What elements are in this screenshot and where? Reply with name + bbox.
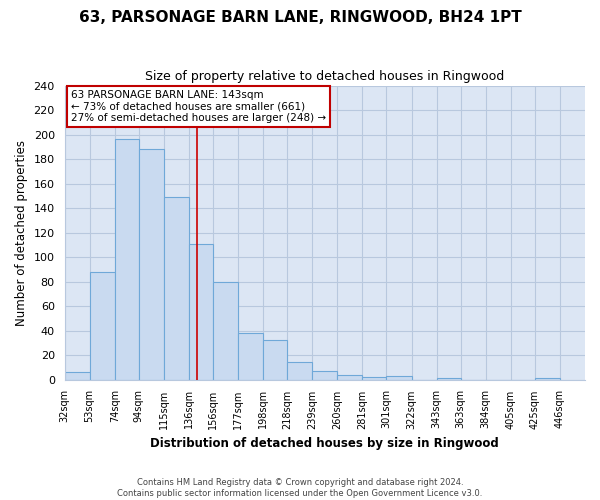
Bar [437,378,461,380]
Text: Contains HM Land Registry data © Crown copyright and database right 2024.
Contai: Contains HM Land Registry data © Crown c… [118,478,482,498]
Bar [65,372,89,380]
Bar [337,374,362,380]
Bar [287,362,312,380]
Bar [89,272,115,380]
Y-axis label: Number of detached properties: Number of detached properties [15,140,28,326]
X-axis label: Distribution of detached houses by size in Ringwood: Distribution of detached houses by size … [151,437,499,450]
Bar [213,282,238,380]
Bar [263,340,287,380]
Bar [189,244,213,380]
Text: 63 PARSONAGE BARN LANE: 143sqm
← 73% of detached houses are smaller (661)
27% of: 63 PARSONAGE BARN LANE: 143sqm ← 73% of … [71,90,326,123]
Bar [535,378,560,380]
Bar [362,377,386,380]
Bar [238,333,263,380]
Bar [139,150,164,380]
Bar [386,376,412,380]
Text: 63, PARSONAGE BARN LANE, RINGWOOD, BH24 1PT: 63, PARSONAGE BARN LANE, RINGWOOD, BH24 … [79,10,521,25]
Bar [164,197,189,380]
Bar [312,371,337,380]
Title: Size of property relative to detached houses in Ringwood: Size of property relative to detached ho… [145,70,505,83]
Bar [115,140,139,380]
